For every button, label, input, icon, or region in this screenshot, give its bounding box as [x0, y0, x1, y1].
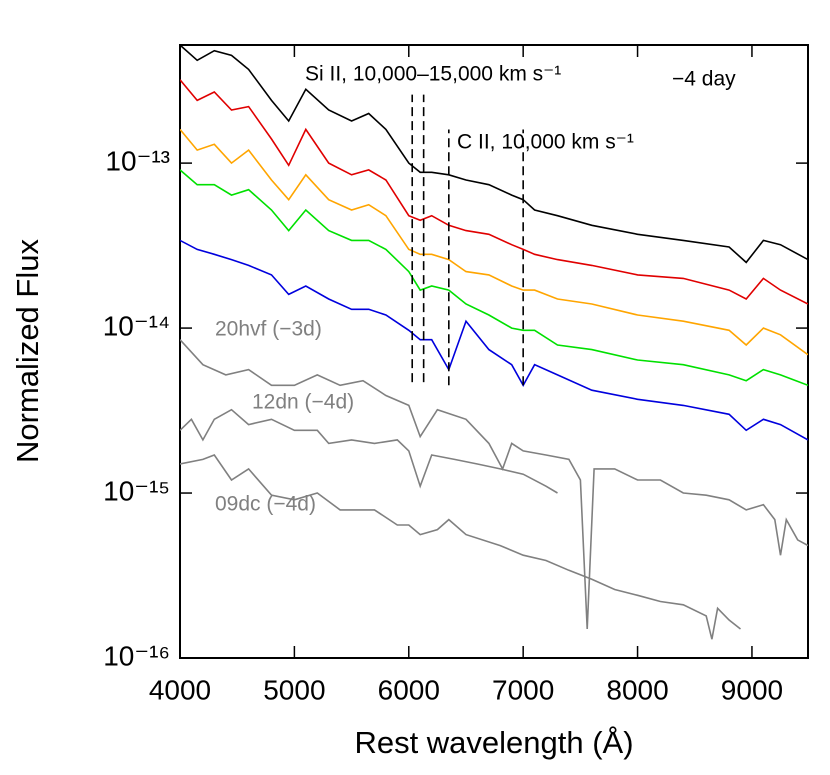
- y-tick-label: 10⁻¹⁵: [103, 475, 170, 506]
- spectrum-line: [180, 239, 808, 441]
- y-tick-label: 10⁻¹⁴: [103, 310, 170, 341]
- x-tick-label: 8000: [606, 674, 668, 705]
- spectrum-line: [180, 128, 808, 356]
- series-label: 12dn (−4d): [252, 391, 354, 414]
- spectrum-line: [180, 79, 808, 305]
- x-tick-label: 7000: [492, 674, 554, 705]
- y-tick-label: 10⁻¹³: [105, 146, 170, 177]
- spectrum-line: [180, 45, 808, 264]
- x-tick-label: 5000: [263, 674, 325, 705]
- spectrum-line: [180, 454, 741, 640]
- y-axis-label: Normalized Flux: [10, 239, 45, 463]
- annotation: −4 day: [672, 68, 736, 91]
- annotation: C II, 10,000 km s⁻¹: [457, 131, 634, 154]
- y-tick-label: 10⁻¹⁶: [103, 640, 170, 671]
- series-label: 09dc (−4d): [215, 493, 316, 516]
- series-label: 20hvf (−3d): [215, 318, 322, 341]
- x-axis-label: Rest wavelength (Å): [354, 725, 633, 760]
- x-tick-label: 9000: [721, 674, 783, 705]
- spectrum-line: [180, 339, 808, 630]
- x-tick-label: 6000: [378, 674, 440, 705]
- x-tick-label: 4000: [149, 674, 211, 705]
- plot-frame: [179, 44, 809, 659]
- spectrum-line: [180, 169, 808, 387]
- annotation: Si II, 10,000–15,000 km s⁻¹: [305, 63, 561, 86]
- spectrum-line: [180, 408, 558, 494]
